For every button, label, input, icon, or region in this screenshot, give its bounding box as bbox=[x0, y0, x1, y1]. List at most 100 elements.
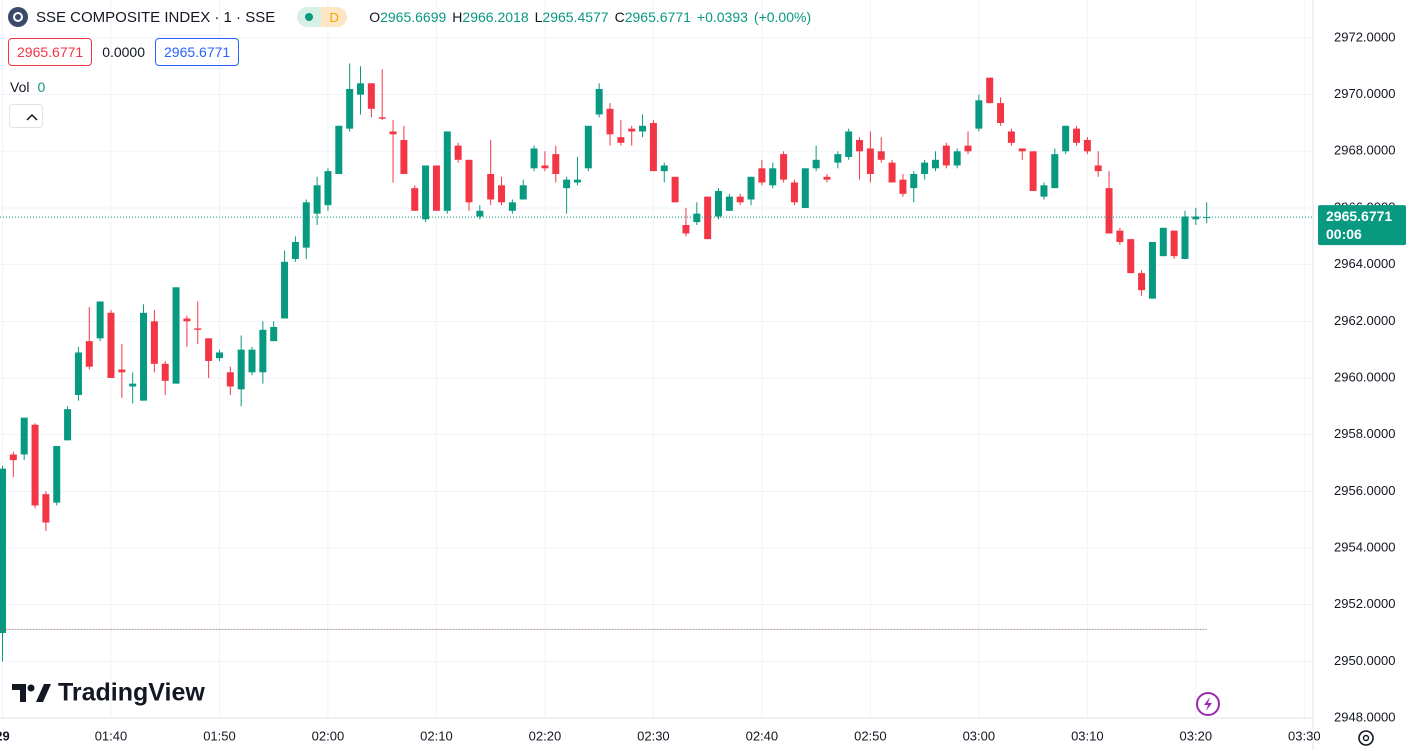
collapse-button[interactable] bbox=[9, 104, 43, 128]
candle-body bbox=[96, 301, 104, 339]
candle-body bbox=[812, 159, 820, 169]
candle-body bbox=[1073, 128, 1081, 143]
candle-body bbox=[758, 168, 766, 183]
candle-body bbox=[31, 424, 39, 506]
candle-body bbox=[335, 125, 343, 174]
legend-low: 2965.4577 bbox=[542, 9, 609, 25]
candle-body bbox=[248, 349, 256, 373]
x-tick-label: 03:20 bbox=[1180, 728, 1213, 743]
legend-high: 2966.2018 bbox=[462, 9, 529, 25]
candle-body bbox=[1094, 165, 1102, 172]
y-tick-label: 2962.0000 bbox=[1334, 313, 1395, 328]
x-tick-label: 02:40 bbox=[746, 728, 779, 743]
candle-body bbox=[975, 100, 983, 129]
buy-price[interactable]: 2965.6771 bbox=[155, 38, 240, 66]
candle-body bbox=[671, 176, 679, 203]
x-tick-label: 03:10 bbox=[1071, 728, 1104, 743]
candle-body bbox=[1040, 185, 1048, 197]
candle-body bbox=[129, 383, 137, 387]
candle-body bbox=[964, 145, 972, 152]
countdown-label: 00:06 bbox=[1326, 226, 1362, 242]
watermark: TradingView bbox=[58, 679, 205, 707]
candle-body bbox=[346, 88, 354, 129]
candle-body bbox=[356, 83, 364, 95]
candle-body bbox=[226, 372, 234, 387]
candle-body bbox=[790, 182, 798, 203]
candle-body bbox=[42, 494, 50, 523]
candle-body bbox=[845, 131, 853, 157]
y-tick-label: 2972.0000 bbox=[1334, 29, 1395, 44]
candle-body bbox=[9, 454, 17, 461]
candle-body bbox=[997, 103, 1005, 123]
candle-body bbox=[921, 162, 929, 174]
candle-body bbox=[856, 139, 864, 152]
candle-body bbox=[85, 341, 93, 367]
x-tick-label: 02:00 bbox=[312, 728, 345, 743]
volume-label: Vol bbox=[10, 79, 30, 95]
candle-body bbox=[628, 128, 636, 132]
legend-label: O bbox=[369, 9, 381, 25]
candle-body bbox=[281, 261, 289, 319]
candle-body bbox=[519, 185, 527, 200]
candle-body bbox=[389, 131, 397, 135]
lightning-button[interactable] bbox=[1196, 692, 1220, 716]
candle-body bbox=[215, 352, 223, 359]
candle-body bbox=[573, 179, 581, 183]
legend-close: 2965.6771 bbox=[624, 9, 691, 25]
y-tick-label: 2950.0000 bbox=[1334, 653, 1395, 668]
y-tick-label: 2954.0000 bbox=[1334, 539, 1395, 554]
candle-body bbox=[205, 338, 213, 361]
y-tick-label: 2952.0000 bbox=[1334, 596, 1395, 611]
candle-body bbox=[834, 154, 842, 163]
candle-body bbox=[736, 196, 744, 203]
candle-body bbox=[725, 196, 733, 211]
candle-body bbox=[367, 83, 375, 109]
candle-body bbox=[20, 417, 28, 455]
volume-value: 0 bbox=[37, 79, 46, 95]
candle-body bbox=[161, 363, 169, 381]
candle-body bbox=[910, 173, 918, 189]
collapse-icon bbox=[26, 113, 38, 121]
x-tick-label: 01:50 bbox=[203, 728, 236, 743]
candle-body bbox=[0, 468, 6, 633]
y-tick-label: 2964.0000 bbox=[1334, 256, 1395, 271]
candle-body bbox=[259, 329, 267, 373]
candle-body bbox=[1029, 151, 1037, 191]
candle-body bbox=[107, 312, 115, 378]
candles bbox=[0, 63, 1211, 662]
candle-body bbox=[302, 202, 310, 248]
status-badges[interactable]: D bbox=[297, 7, 348, 27]
legend-label: L bbox=[534, 9, 543, 25]
candle-body bbox=[1181, 216, 1189, 259]
candle-body bbox=[801, 168, 809, 208]
candle-body bbox=[150, 321, 158, 364]
candle-body bbox=[1159, 227, 1167, 257]
candle-body bbox=[606, 108, 614, 135]
y-tick-label: 2960.0000 bbox=[1334, 369, 1395, 384]
interval-badge: D bbox=[321, 7, 348, 27]
candle-body bbox=[183, 318, 191, 322]
candle-body bbox=[877, 151, 885, 160]
candle-body bbox=[584, 125, 592, 169]
volume-legend: Vol 0 bbox=[10, 79, 45, 95]
symbol-title[interactable]: SSE COMPOSITE INDEX · 1 · SSE bbox=[36, 8, 276, 26]
candle-body bbox=[53, 445, 61, 503]
candle-body bbox=[942, 145, 950, 166]
logo bbox=[12, 684, 51, 702]
candle-body bbox=[508, 202, 516, 211]
candle-body bbox=[1062, 125, 1070, 152]
candle-body bbox=[1138, 273, 1146, 291]
ohlc-legend: O2965.6699 H2966.2018 L2965.4577 C2965.6… bbox=[369, 9, 811, 25]
x-tick-label: 03:00 bbox=[963, 728, 996, 743]
candle-body bbox=[1127, 239, 1135, 274]
sell-price[interactable]: 2965.6771 bbox=[8, 38, 93, 66]
candle-body bbox=[639, 125, 647, 132]
candle-body bbox=[530, 148, 538, 169]
candle-body bbox=[454, 145, 462, 160]
y-tick-label: 2948.0000 bbox=[1334, 709, 1395, 724]
market-status bbox=[297, 7, 322, 27]
settings-button[interactable] bbox=[1358, 730, 1374, 746]
current-price-label: 2965.6771 bbox=[1326, 208, 1392, 224]
candle-body bbox=[552, 154, 560, 174]
